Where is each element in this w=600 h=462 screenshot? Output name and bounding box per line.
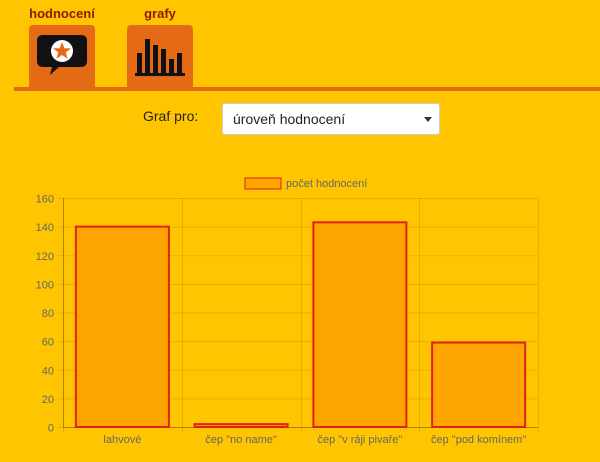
- graf-pro-label: Graf pro:: [143, 108, 199, 124]
- tab-hodnoceni[interactable]: hodnocení: [29, 0, 95, 87]
- x-tick-label: lahvové: [103, 434, 141, 446]
- tab-grafy-label: grafy: [144, 6, 176, 21]
- y-tick-label: 160: [36, 194, 54, 206]
- y-tick-label: 80: [42, 308, 54, 320]
- y-tick-label: 20: [42, 394, 54, 406]
- bar: [193, 423, 289, 429]
- y-tick-label: 100: [36, 279, 54, 291]
- bar: [312, 221, 408, 428]
- tab-hodnoceni-label: hodnocení: [29, 6, 95, 21]
- y-tick-label: 120: [36, 251, 54, 263]
- graph-type-selected-value: úroveň hodnocení: [233, 111, 346, 127]
- tab-divider: [14, 87, 600, 91]
- x-tick-label: čep "v ráji pivaře": [317, 434, 402, 446]
- tab-grafy-icon-box[interactable]: [127, 25, 193, 87]
- bar-chart-icon: [135, 39, 185, 76]
- bar: [74, 225, 170, 428]
- tab-grafy[interactable]: grafy: [127, 0, 193, 87]
- legend-label: počet hodnocení: [286, 178, 367, 190]
- chevron-down-icon: [424, 117, 432, 122]
- y-tick-label: 0: [48, 423, 54, 435]
- bar-chart: 0 20 40 60 80 100 120 140 160 lahvové čep "no name…: [36, 177, 539, 446]
- tab-hodnoceni-icon-box[interactable]: [29, 25, 95, 87]
- x-tick-label: čep "no name": [205, 434, 277, 446]
- speech-bubble-star-icon: [37, 35, 87, 75]
- y-tick-label: 60: [42, 337, 54, 349]
- x-tick-label: čep "pod komínem": [431, 434, 526, 446]
- y-tick-label: 40: [42, 365, 54, 377]
- y-tick-label: 140: [36, 222, 54, 234]
- graph-type-select[interactable]: úroveň hodnocení: [222, 103, 440, 135]
- bar: [431, 341, 527, 428]
- legend-swatch: [244, 177, 282, 190]
